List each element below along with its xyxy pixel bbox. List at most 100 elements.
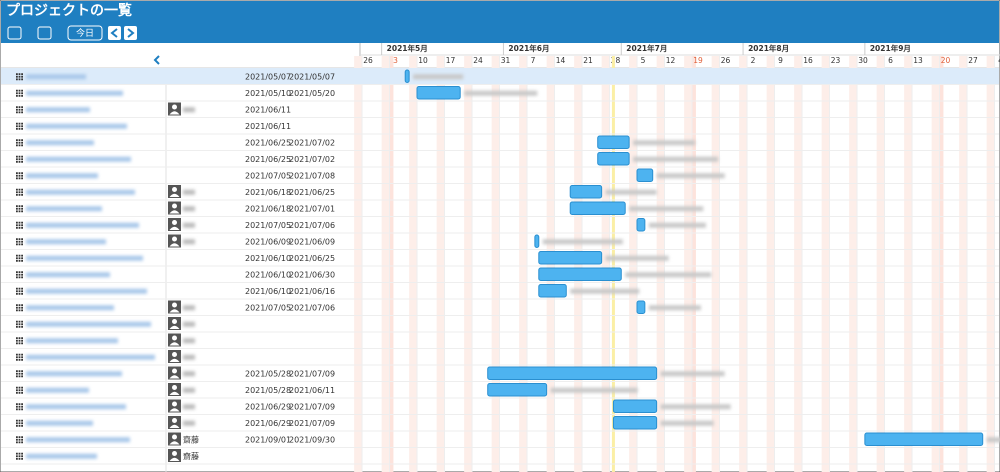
handle-dot — [21, 122, 23, 125]
handle-dot — [18, 339, 21, 342]
task-bar[interactable] — [487, 366, 658, 380]
project-name-blurred[interactable] — [26, 338, 118, 344]
drag-handle[interactable] — [16, 238, 23, 246]
drag-handle[interactable] — [16, 221, 23, 229]
drag-handle[interactable] — [16, 89, 23, 97]
handle-dot — [16, 207, 18, 210]
project-name-blurred[interactable] — [26, 123, 127, 129]
handle-dot — [21, 177, 23, 180]
project-name-blurred[interactable] — [26, 90, 123, 96]
week-label: 10 — [418, 56, 428, 65]
project-name-blurred[interactable] — [26, 272, 110, 278]
handle-dot — [16, 452, 18, 455]
task-bar[interactable] — [538, 267, 622, 281]
drag-handle[interactable] — [16, 452, 23, 460]
drag-handle[interactable] — [16, 172, 23, 180]
drag-handle[interactable] — [16, 122, 23, 130]
task-bar[interactable] — [404, 69, 410, 83]
project-name-blurred[interactable] — [26, 74, 86, 80]
project-name-blurred[interactable] — [26, 420, 93, 426]
drag-handle[interactable] — [16, 370, 23, 378]
handle-dot — [21, 257, 23, 260]
weekend-band — [986, 56, 995, 472]
task-bar[interactable] — [534, 234, 540, 248]
drag-handle[interactable] — [16, 254, 23, 262]
today-button[interactable] — [67, 25, 103, 41]
drag-handle[interactable] — [16, 73, 23, 81]
handle-dot — [18, 273, 21, 276]
project-name-blurred[interactable] — [26, 206, 102, 212]
drag-handle[interactable] — [16, 304, 23, 312]
task-bar[interactable] — [864, 432, 984, 446]
drag-handle[interactable] — [16, 155, 23, 163]
project-name-blurred[interactable] — [26, 255, 143, 261]
task-bar[interactable] — [597, 152, 630, 166]
project-name-blurred[interactable] — [26, 189, 135, 195]
drag-handle[interactable] — [16, 353, 23, 361]
project-name-blurred[interactable] — [26, 305, 114, 311]
project-name-blurred[interactable] — [26, 437, 130, 443]
handle-dot — [21, 438, 23, 441]
drag-handle[interactable] — [16, 320, 23, 328]
start-date: 2021/09/01 — [245, 435, 291, 444]
task-bar[interactable] — [636, 218, 646, 232]
handle-dot — [21, 424, 23, 427]
collapse-button[interactable] — [153, 55, 160, 65]
task-bar[interactable] — [636, 300, 646, 314]
weekend-band — [931, 56, 940, 472]
calendar-button[interactable] — [37, 26, 52, 40]
assignee-blurred — [183, 321, 195, 327]
drag-handle[interactable] — [16, 271, 23, 279]
drag-handle[interactable] — [16, 188, 23, 196]
drag-handle[interactable] — [16, 205, 23, 213]
handle-dot — [16, 224, 18, 227]
start-date: 2021/06/25 — [245, 138, 291, 147]
task-bar[interactable] — [612, 416, 658, 430]
drag-handle[interactable] — [16, 403, 23, 411]
project-name-blurred[interactable] — [26, 453, 97, 459]
handle-dot — [18, 108, 21, 111]
task-bar[interactable] — [569, 185, 603, 199]
start-date: 2021/06/18 — [245, 188, 291, 197]
drag-handle[interactable] — [16, 106, 23, 114]
project-name-blurred[interactable] — [26, 239, 106, 245]
prev-button[interactable] — [108, 26, 121, 40]
expand-button[interactable] — [7, 26, 22, 40]
project-name-blurred[interactable] — [26, 156, 131, 162]
handle-dot — [18, 342, 21, 345]
project-name-blurred[interactable] — [26, 173, 98, 179]
next-button[interactable] — [124, 26, 137, 40]
task-bar[interactable] — [612, 399, 658, 413]
project-name-blurred[interactable] — [26, 321, 151, 327]
project-name-blurred[interactable] — [26, 140, 94, 146]
drag-handle[interactable] — [16, 337, 23, 345]
project-name-blurred[interactable] — [26, 222, 139, 228]
task-bar[interactable] — [597, 135, 630, 149]
avatar-head — [172, 236, 177, 242]
task-bar[interactable] — [538, 251, 603, 265]
drag-handle[interactable] — [16, 287, 23, 295]
project-name-blurred[interactable] — [26, 354, 155, 360]
task-bar[interactable] — [416, 86, 461, 100]
handle-dot — [16, 375, 18, 378]
today-label[interactable]: 今日 — [76, 27, 94, 39]
drag-handle[interactable] — [16, 419, 23, 427]
drag-handle[interactable] — [16, 139, 23, 147]
handle-dot — [21, 254, 23, 257]
project-name-blurred[interactable] — [26, 404, 126, 410]
task-bar[interactable] — [487, 383, 548, 397]
avatar-head — [172, 187, 177, 192]
end-date: 2021/07/01 — [289, 204, 335, 213]
bar-label-blurred — [605, 255, 669, 261]
assignee-blurred — [183, 354, 195, 360]
drag-handle[interactable] — [16, 436, 23, 444]
project-name-blurred[interactable] — [26, 288, 147, 294]
project-name-blurred[interactable] — [26, 387, 89, 393]
task-bar[interactable] — [636, 168, 654, 182]
project-name-blurred[interactable] — [26, 107, 90, 113]
toolbar[interactable]: 今日 — [7, 25, 137, 41]
task-bar[interactable] — [538, 284, 567, 298]
project-name-blurred[interactable] — [26, 371, 122, 377]
task-bar[interactable] — [569, 201, 626, 215]
drag-handle[interactable] — [16, 386, 23, 394]
